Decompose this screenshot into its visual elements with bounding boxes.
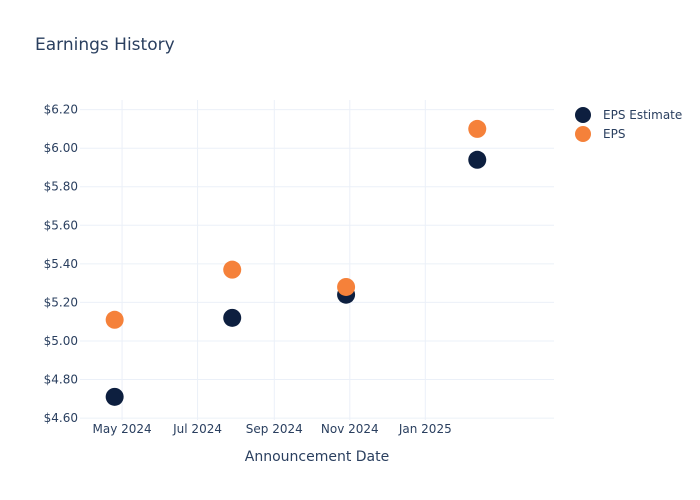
legend-label: EPS (603, 127, 625, 141)
y-tick-label: $6.20 (44, 103, 78, 117)
x-axis-title: Announcement Date (245, 449, 389, 465)
grid-lines (80, 100, 554, 420)
x-tick-label: May 2024 (92, 422, 151, 436)
y-axis-ticks: $4.60 $4.80 $5.00 $5.20 $5.40 $5.60 $5.80 $6.00… (44, 103, 78, 425)
data-point[interactable] (105, 310, 124, 329)
legend-marker (575, 126, 591, 142)
data-point[interactable] (223, 260, 242, 279)
x-tick-label: Jan 2025 (398, 422, 452, 436)
y-tick-label: $5.80 (44, 180, 78, 194)
data-point[interactable] (105, 387, 124, 406)
series-eps (105, 119, 487, 329)
legend[interactable]: EPS Estimate EPS (575, 107, 682, 142)
legend-marker (575, 107, 591, 123)
y-tick-label: $4.80 (44, 373, 78, 387)
y-tick-label: $5.40 (44, 257, 78, 271)
x-tick-label: Nov 2024 (321, 422, 379, 436)
y-tick-label: $5.60 (44, 218, 78, 232)
series-eps-estimate (105, 150, 487, 406)
data-point[interactable] (223, 308, 242, 327)
y-tick-label: $4.60 (44, 411, 78, 425)
chart-title: Earnings History (35, 35, 175, 55)
legend-item[interactable]: EPS (575, 126, 625, 142)
data-points (105, 119, 487, 406)
x-axis-ticks: May 2024 Jul 2024 Sep 2024 Nov 2024 Jan 2025 (92, 422, 451, 436)
data-point[interactable] (468, 150, 487, 169)
legend-label: EPS Estimate (603, 108, 682, 122)
data-point[interactable] (337, 277, 356, 296)
y-tick-label: $6.00 (44, 141, 78, 155)
y-tick-label: $5.20 (44, 295, 78, 309)
x-tick-label: Sep 2024 (246, 422, 303, 436)
x-tick-label: Jul 2024 (172, 422, 222, 436)
y-tick-label: $5.00 (44, 334, 78, 348)
data-point[interactable] (468, 119, 487, 138)
legend-item[interactable]: EPS Estimate (575, 107, 682, 123)
